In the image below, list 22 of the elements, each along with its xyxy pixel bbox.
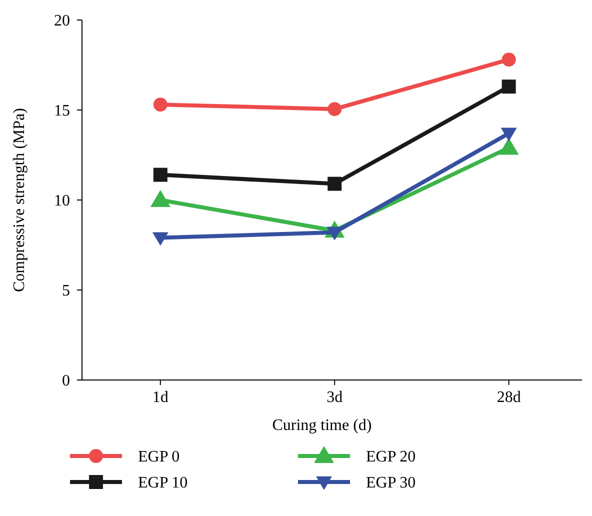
point	[153, 168, 168, 182]
point	[328, 176, 342, 191]
x-tick-label: 3d	[326, 389, 343, 406]
point	[500, 128, 517, 142]
point	[152, 232, 168, 246]
legend-label: EGP 20	[366, 448, 416, 466]
point	[153, 98, 168, 112]
point	[328, 102, 342, 116]
legend-label: EGP 30	[366, 474, 416, 492]
x-axis-title: Curing time (d)	[272, 417, 372, 434]
legend-label: EGP 10	[138, 474, 188, 492]
y-tick-label: 20	[54, 12, 70, 30]
y-axis-title: Compressive strength (MPa)	[11, 108, 28, 292]
y-tick-label: 5	[62, 282, 70, 300]
y-tick-label: 0	[62, 372, 70, 390]
point	[502, 52, 516, 67]
y-tick-label: 15	[54, 102, 70, 120]
point	[502, 80, 516, 94]
y-tick-label: 10	[54, 192, 70, 210]
x-tick-label: 28d	[496, 389, 521, 406]
legend-label: EGP 0	[138, 448, 180, 466]
x-tick-label: 1d	[152, 389, 168, 406]
